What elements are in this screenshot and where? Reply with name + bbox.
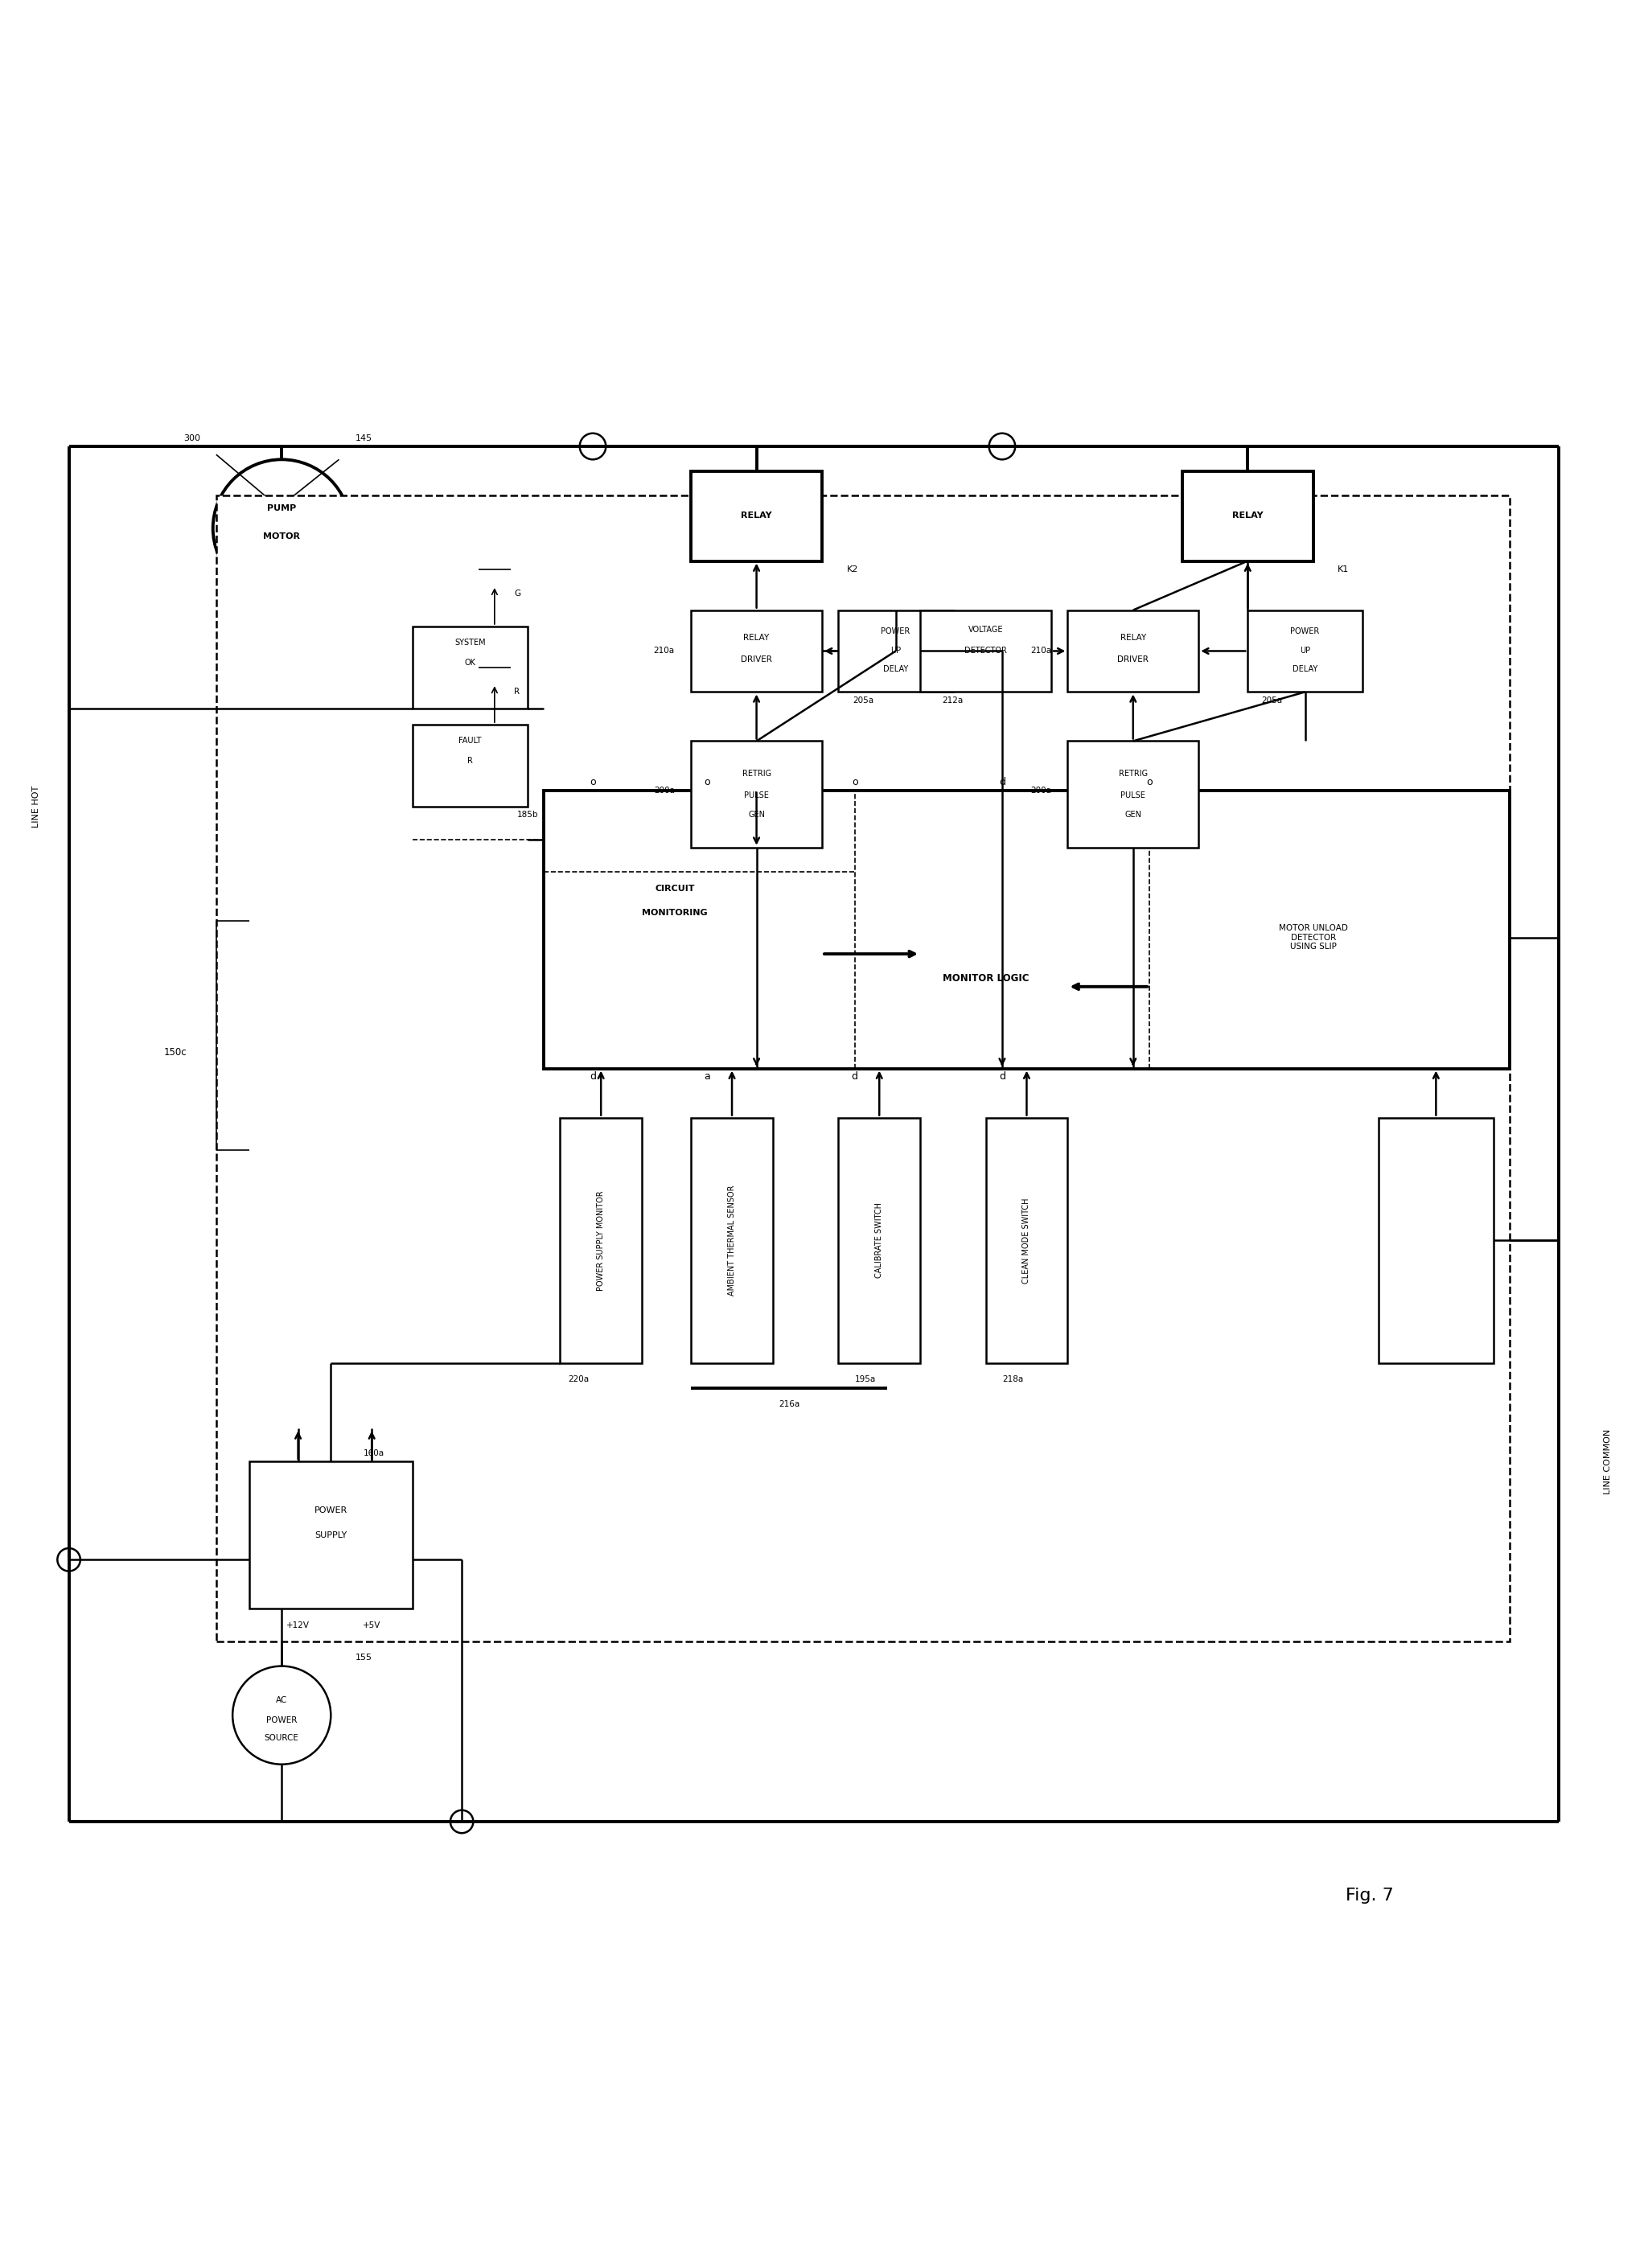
Text: VOLTAGE: VOLTAGE (968, 626, 1003, 633)
Text: OK: OK (464, 658, 475, 667)
Text: DELAY: DELAY (883, 665, 907, 674)
Bar (690, 472, 822, 560)
Text: 210a: 210a (654, 646, 674, 655)
Text: LINE HOT: LINE HOT (33, 785, 39, 828)
Text: K2: K2 (847, 565, 858, 574)
Text: CALIBRATE SWITCH: CALIBRATE SWITCH (875, 1202, 883, 1279)
Text: POWER: POWER (881, 628, 911, 635)
Bar (544, 789, 1509, 1068)
Text: 155: 155 (355, 1653, 372, 1662)
Text: CLEAN MODE SWITCH: CLEAN MODE SWITCH (1023, 1198, 1031, 1284)
Text: o: o (1146, 776, 1152, 787)
Text: 160a: 160a (363, 1449, 385, 1458)
Text: d: d (1000, 1070, 1006, 1082)
Text: o: o (852, 776, 858, 787)
Text: RELAY: RELAY (741, 510, 773, 519)
Text: 150c: 150c (164, 1048, 187, 1057)
Text: FAULT: FAULT (459, 737, 482, 746)
Text: o: o (704, 776, 710, 787)
Bar (838, 1118, 921, 1363)
Text: MONITORING: MONITORING (641, 909, 707, 916)
Text: MOTOR: MOTOR (263, 533, 301, 540)
Text: 210a: 210a (1031, 646, 1051, 655)
Text: POWER: POWER (314, 1506, 347, 1515)
Text: PULSE: PULSE (1121, 792, 1146, 798)
Bar (217, 494, 1509, 1642)
Text: CIRCUIT: CIRCUIT (654, 885, 694, 891)
Text: 200a: 200a (654, 787, 674, 794)
Text: RELAY: RELAY (1120, 635, 1146, 642)
Text: LINE COMMON: LINE COMMON (1605, 1429, 1611, 1495)
Text: DETECTOR: DETECTOR (965, 646, 1008, 655)
Text: o: o (590, 776, 595, 787)
Text: DRIVER: DRIVER (1118, 655, 1149, 662)
Text: 300: 300 (182, 433, 201, 442)
Bar (413, 626, 528, 708)
Text: SOURCE: SOURCE (265, 1735, 299, 1742)
Text: MONITOR LOGIC: MONITOR LOGIC (942, 973, 1029, 984)
Text: POWER: POWER (266, 1717, 298, 1724)
Bar (921, 610, 1051, 692)
Bar (1067, 610, 1198, 692)
Text: GEN: GEN (748, 810, 764, 819)
Text: RELAY: RELAY (1231, 510, 1263, 519)
Text: +12V: +12V (286, 1622, 309, 1628)
Text: 220a: 220a (569, 1377, 589, 1383)
Bar (838, 610, 954, 692)
Text: K1: K1 (1338, 565, 1350, 574)
Text: PULSE: PULSE (745, 792, 769, 798)
Bar (690, 1118, 773, 1363)
Text: PUMP: PUMP (266, 503, 296, 513)
Text: +5V: +5V (363, 1622, 381, 1628)
Bar (1067, 742, 1198, 848)
Text: RELAY: RELAY (743, 635, 769, 642)
Text: 185b: 185b (516, 810, 538, 819)
Bar (1182, 472, 1314, 560)
Bar (561, 1118, 641, 1363)
Bar (986, 1118, 1067, 1363)
Text: 205a: 205a (853, 696, 873, 703)
Text: G: G (515, 590, 521, 599)
Text: 195a: 195a (855, 1377, 876, 1383)
Bar (690, 610, 822, 692)
Text: GEN: GEN (1124, 810, 1141, 819)
Text: SYSTEM: SYSTEM (454, 640, 485, 646)
Text: a: a (704, 1070, 710, 1082)
Bar (248, 1461, 413, 1608)
Text: 218a: 218a (1003, 1377, 1023, 1383)
Text: POWER: POWER (1291, 628, 1320, 635)
Text: 200a: 200a (1031, 787, 1051, 794)
Bar (690, 742, 822, 848)
Text: R: R (515, 687, 520, 696)
Text: 145: 145 (355, 433, 372, 442)
Text: MOTOR UNLOAD
DETECTOR
USING SLIP: MOTOR UNLOAD DETECTOR USING SLIP (1279, 923, 1348, 950)
Text: AMBIENT THERMAL SENSOR: AMBIENT THERMAL SENSOR (728, 1186, 737, 1295)
Text: UP: UP (891, 646, 901, 655)
Text: 212a: 212a (942, 696, 963, 703)
Text: POWER SUPPLY MONITOR: POWER SUPPLY MONITOR (597, 1191, 605, 1290)
Bar (1379, 1118, 1493, 1363)
Bar (1248, 610, 1363, 692)
Text: SUPPLY: SUPPLY (314, 1531, 347, 1540)
Text: UP: UP (1300, 646, 1310, 655)
Text: AC: AC (276, 1696, 288, 1706)
Text: 216a: 216a (779, 1399, 801, 1408)
Text: 205a: 205a (1261, 696, 1282, 703)
Text: d: d (590, 1070, 597, 1082)
Text: DELAY: DELAY (1292, 665, 1317, 674)
Text: R: R (467, 758, 473, 764)
Text: DRIVER: DRIVER (741, 655, 773, 662)
Text: d: d (852, 1070, 858, 1082)
Text: Fig. 7: Fig. 7 (1346, 1887, 1394, 1903)
Bar (413, 726, 528, 807)
Text: RETRIG: RETRIG (741, 769, 771, 778)
Text: RETRIG: RETRIG (1118, 769, 1148, 778)
Text: d: d (1000, 776, 1006, 787)
